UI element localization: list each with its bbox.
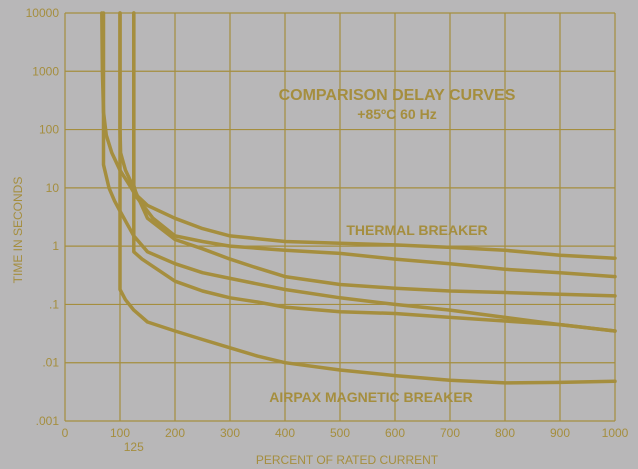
y-tick-label: .001 [36, 414, 60, 428]
x-tick-label: 0 [62, 426, 69, 440]
annotation-thermal-breaker: THERMAL BREAKER [346, 222, 487, 238]
series-lines [100, 11, 617, 385]
series-line-6 [118, 11, 617, 385]
series-line-5 [101, 11, 617, 333]
series-line-4 [132, 11, 617, 333]
x-tick-label: 1000 [602, 426, 629, 440]
series-line-2 [100, 11, 617, 279]
y-tick-label: 100 [39, 123, 59, 137]
x-tick-label: 600 [385, 426, 405, 440]
y-tick-label: 1 [52, 239, 59, 253]
y-tick-label: 10000 [26, 6, 60, 20]
chart-title: COMPARISON DELAY CURVES [279, 87, 516, 104]
chart-subtitle: +85ºC 60 Hz [357, 106, 436, 122]
y-tick-label: 1000 [32, 64, 59, 78]
x-tick-label: 700 [440, 426, 460, 440]
x-tick-label: 400 [275, 426, 295, 440]
x-axis-title: PERCENT OF RATED CURRENT [256, 453, 439, 467]
grid [64, 12, 616, 422]
x-tick-label: 500 [330, 426, 350, 440]
annotation-airpax-magnetic-breaker: AIRPAX MAGNETIC BREAKER [269, 389, 473, 405]
x-tick-label: 300 [220, 426, 240, 440]
series-line-3 [118, 11, 617, 298]
y-tick-label: 10 [46, 181, 60, 195]
x-tick-label: 900 [550, 426, 570, 440]
x-tick-label-125: 125 [124, 440, 144, 454]
x-tick-label: 200 [165, 426, 185, 440]
y-tick-label: .1 [49, 297, 59, 311]
x-tick-label: 100 [110, 426, 130, 440]
tick-labels: 0 100 200 300 400 500 600 700 800 900 1000 125 .001.… [26, 6, 629, 454]
y-axis-title: TIME IN SECONDS [11, 177, 25, 284]
y-tick-label: .01 [42, 356, 59, 370]
x-tick-label: 800 [495, 426, 515, 440]
